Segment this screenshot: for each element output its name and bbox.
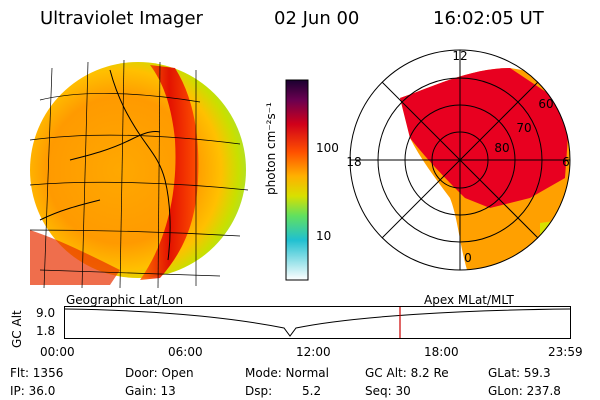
colorbar-tick-10: 10: [316, 229, 332, 243]
colorbar-tick-100: 100: [316, 141, 339, 155]
geographic-latitude: GLat: 59.3: [488, 366, 551, 380]
lat-label-60: 60: [538, 97, 553, 111]
instrument-title: Ultraviolet Imager: [40, 8, 203, 29]
mode-status: Mode: Normal: [245, 366, 329, 380]
dsp-value: 5.2: [302, 384, 322, 398]
altitude-tick-high: 9.0: [36, 306, 56, 320]
lat-label-80: 80: [494, 141, 509, 155]
left-panel-label: Geographic Lat/Lon: [66, 293, 184, 307]
polar-apex-plot: 12 18 6 0 60 70 80: [346, 49, 571, 271]
time-tick-2359: 23:59: [548, 345, 583, 359]
dsp-label: Dsp:: [245, 384, 273, 398]
altitude-axis-title: GC Alt: [10, 310, 24, 348]
altitude-plot: [64, 306, 571, 339]
mlt-label-12: 12: [452, 49, 467, 63]
gc-altitude: GC Alt: 8.2 Re: [365, 366, 449, 380]
flight-number: Flt: 1356: [10, 366, 64, 380]
time-tick-0000: 00:00: [40, 345, 75, 359]
time-tick-1800: 18:00: [424, 345, 459, 359]
mlt-label-6: 6: [562, 155, 570, 169]
geographic-globe-image: [30, 59, 249, 289]
mlt-label-18: 18: [346, 155, 361, 169]
altitude-tick-low: 1.8: [36, 324, 56, 338]
colorbar-unit-label: photon cm⁻²s⁻¹: [264, 102, 278, 195]
gain-value: Gain: 13: [125, 384, 176, 398]
ip-value: IP: 36.0: [10, 384, 56, 398]
image-date: 02 Jun 00: [274, 8, 360, 29]
time-tick-1200: 12:00: [296, 345, 331, 359]
sequence-number: Seq: 30: [365, 384, 411, 398]
mlt-label-0: 0: [464, 251, 472, 265]
image-time: 16:02:05 UT: [433, 8, 544, 29]
colorbar: [285, 79, 309, 281]
geographic-longitude: GLon: 237.8: [488, 384, 561, 398]
right-panel-label: Apex MLat/MLT: [424, 293, 514, 307]
lat-label-70: 70: [516, 121, 531, 135]
door-status: Door: Open: [125, 366, 194, 380]
time-tick-0600: 06:00: [168, 345, 203, 359]
